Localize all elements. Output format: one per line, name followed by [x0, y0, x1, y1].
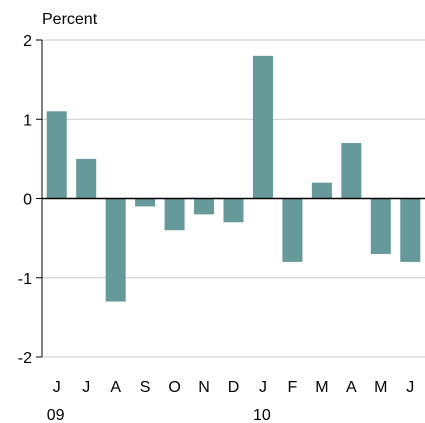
bar [223, 198, 244, 223]
x-tick-label: A [346, 379, 357, 396]
bar [194, 198, 215, 215]
bar [135, 198, 156, 207]
bar [76, 158, 97, 199]
axes [36, 39, 425, 358]
bar [105, 198, 126, 302]
y-tick-labels: 2 1 0 -1 -2 [18, 33, 32, 367]
x-tick-label: J [82, 379, 90, 396]
bar [370, 198, 391, 254]
x-tick-label: J [259, 379, 267, 396]
x-tick-label: N [198, 379, 210, 396]
x-tick-label: J [53, 379, 61, 396]
bar [311, 182, 332, 199]
x-tick-label: F [288, 379, 298, 396]
x-tick-label: D [228, 379, 240, 396]
y-tick-label: 2 [23, 33, 32, 50]
year-labels: 09 10 [47, 407, 271, 423]
year-label: 10 [253, 407, 271, 423]
bars [46, 55, 421, 302]
x-tick-label: S [140, 379, 151, 396]
y-tick-label: -2 [18, 350, 32, 367]
x-tick-label: M [315, 379, 328, 396]
x-tick-label: J [406, 379, 414, 396]
y-tick-label: 0 [23, 192, 32, 209]
year-label: 09 [47, 407, 65, 423]
bar [341, 143, 362, 199]
y-tick-label: 1 [23, 112, 32, 129]
bar [164, 198, 185, 231]
unit-label: Percent [42, 11, 98, 28]
bar [252, 55, 273, 199]
x-tick-label: A [110, 379, 121, 396]
y-tick-label: -1 [18, 271, 32, 288]
bar [400, 198, 421, 262]
x-tick-label: M [374, 379, 387, 396]
x-tick-label: O [168, 379, 180, 396]
bar [46, 111, 67, 199]
bar [282, 198, 303, 262]
